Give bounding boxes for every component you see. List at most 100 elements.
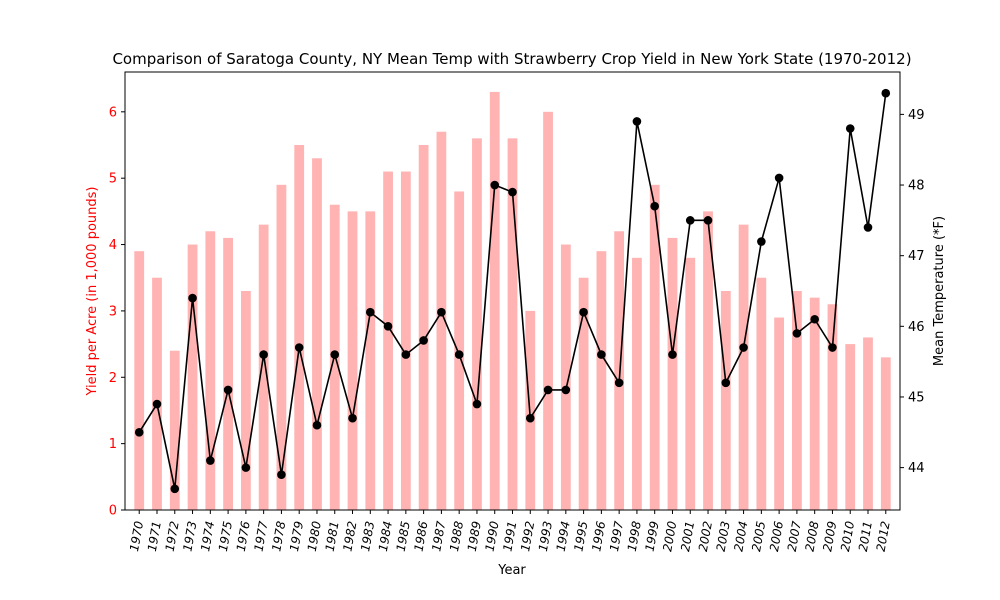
yield-bar [685, 257, 696, 510]
temperature-point [152, 399, 162, 409]
x-tick-label: 1996 [589, 520, 608, 553]
temperature-point [668, 350, 677, 359]
temperature-point [490, 180, 500, 190]
x-tick-label: 1990 [483, 520, 502, 553]
x-tick-label: 1972 [163, 520, 182, 553]
temperature-point [294, 343, 304, 352]
temperature-point [241, 463, 251, 472]
left-tick-label: 6 [109, 105, 117, 120]
x-tick-label: 1986 [411, 520, 430, 553]
temperature-point [863, 223, 873, 232]
yield-bar [400, 171, 411, 510]
temperature-point [614, 378, 624, 388]
yield-bar [436, 131, 447, 510]
left-y-axis: 0 1 2 3 4 5 6 [109, 105, 125, 519]
yield-bar [205, 231, 216, 511]
yield-bar [578, 277, 589, 510]
temperature-point [312, 420, 322, 430]
x-tick-label: 1975 [216, 520, 235, 553]
temperature-point [525, 413, 535, 423]
yield-bar [258, 224, 269, 511]
yield-bar [169, 350, 180, 510]
yield-bar [152, 277, 162, 510]
yield-bar [418, 145, 429, 510]
yield-bar [827, 304, 838, 510]
x-tick-label: 1977 [252, 520, 271, 553]
x-tick-label: 1971 [145, 520, 164, 553]
temperature-point [259, 350, 268, 359]
yield-bar [187, 244, 198, 510]
temperature-point [685, 216, 695, 225]
left-tick-label: 5 [109, 172, 117, 187]
temperature-point [206, 456, 215, 465]
yield-bar [294, 145, 305, 510]
x-tick-label: 2010 [838, 520, 857, 553]
right-tick-label: 48 [908, 179, 925, 194]
yield-bar [863, 337, 873, 510]
temperature-point [561, 385, 571, 395]
temperature-point [739, 343, 748, 352]
temperature-point [348, 413, 357, 423]
temperature-point [365, 307, 375, 317]
x-tick-label: 2000 [660, 520, 679, 553]
left-tick-label: 3 [109, 304, 117, 319]
right-tick-label: 47 [908, 249, 925, 264]
yield-bar [703, 211, 713, 510]
x-tick-label: 1994 [554, 520, 573, 553]
x-tick-label: 2007 [785, 520, 804, 553]
temperature-point [134, 427, 144, 437]
temperature-point [792, 329, 802, 338]
x-tick-label: 2006 [767, 520, 786, 553]
yield-bar [507, 138, 518, 510]
temperature-series [134, 88, 891, 494]
yield-bar [365, 211, 376, 510]
temperature-point [472, 399, 482, 409]
yield-bar [347, 211, 358, 510]
left-tick-label: 0 [109, 504, 117, 519]
temperature-point [828, 343, 837, 352]
x-tick-label: 1988 [447, 520, 466, 553]
yield-bar [809, 297, 820, 510]
yield-bar [240, 291, 251, 510]
left-tick-label: 2 [109, 371, 117, 386]
yield-bar [489, 91, 500, 510]
temperature-point [845, 124, 855, 133]
temperature-point [508, 187, 517, 197]
temperature-point [454, 350, 464, 359]
x-tick-label: 1974 [198, 520, 217, 553]
yield-bar [738, 224, 749, 511]
yield-bar [223, 237, 233, 510]
temperature-point [597, 350, 606, 359]
x-tick-label: 1981 [323, 520, 342, 553]
x-tick-label: 1978 [269, 520, 288, 553]
x-tick-label: 1980 [305, 520, 324, 553]
temperature-point [579, 307, 588, 317]
x-tick-label: 1993 [536, 520, 555, 553]
yield-bar [472, 138, 482, 510]
yield-bar [632, 257, 642, 510]
x-tick-label: 2003 [714, 520, 733, 553]
yield-bar [774, 317, 785, 510]
right-y-axis: 44 45 46 47 48 49 [900, 108, 925, 476]
temperature-point [223, 385, 233, 395]
yield-bar [383, 171, 393, 510]
temperature-point [774, 173, 784, 183]
x-tick-label: 1995 [571, 520, 590, 553]
x-tick-label: 2005 [749, 520, 768, 553]
temperature-point [757, 237, 766, 246]
right-tick-label: 45 [908, 390, 925, 405]
chart-title: Comparison of Saratoga County, NY Mean T… [112, 50, 911, 68]
x-axis: 1970197119721973197419751976197719781979… [127, 510, 893, 553]
x-tick-label: 1984 [376, 520, 395, 553]
yield-bar [720, 291, 731, 510]
temperature-point [383, 322, 393, 331]
x-tick-label: 2001 [678, 520, 697, 553]
x-tick-label: 1982 [340, 520, 359, 553]
right-y-axis-label: Mean Temperature (*F) [932, 216, 947, 366]
x-tick-label: 2004 [731, 520, 750, 553]
temperature-point [881, 88, 891, 98]
right-tick-label: 46 [908, 320, 925, 335]
x-tick-label: 1983 [358, 520, 377, 553]
x-tick-label: 1999 [643, 520, 662, 553]
temperature-point [543, 385, 553, 395]
